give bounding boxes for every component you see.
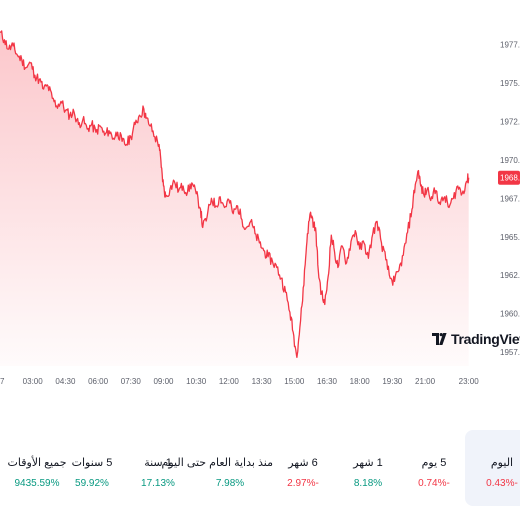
performance-period-label: 1 شهر — [353, 457, 383, 469]
performance-change-value: 2.97%- — [287, 478, 319, 489]
performance-tab[interactable]: 5 سنوات 59.92% — [55, 430, 129, 506]
performance-period-label: منذ بداية العام حتى اليوم — [161, 457, 273, 469]
price-area-fill — [0, 30, 469, 367]
performance-tab[interactable]: 6 شهر 2.97%- — [266, 430, 340, 506]
x-tick-label: 15:00 — [284, 377, 305, 386]
x-tick-label: 10:30 — [186, 377, 207, 386]
performance-change-value: 7.98% — [215, 478, 245, 489]
performance-period-label: 1 سنة — [144, 457, 172, 469]
performance-tab[interactable]: 5 يوم 0.74%- — [397, 430, 471, 506]
y-tick-label: 1972.50 — [500, 117, 520, 126]
last-price-badge — [498, 170, 520, 185]
x-tick-label: 21:00 — [415, 377, 436, 386]
performance-period-label: 6 شهر — [288, 457, 318, 469]
y-tick-label: 1970.00 — [500, 156, 520, 165]
performance-change-value: 17.13% — [141, 478, 175, 489]
price-chart[interactable]: 1977.50 1975.00 1972.50 1970.00 1967.50 1965.… — [0, 0, 520, 392]
performance-tab[interactable]: 1 شهر 8.18% — [331, 430, 405, 506]
performance-change-value: 0.74%- — [418, 478, 450, 489]
y-tick-label: 1975.00 — [500, 79, 520, 88]
x-tick-label: 13:30 — [252, 377, 273, 386]
performance-strip: اليوم 0.43%- 5 يوم 0.74%- 1 شهر 8.18% 6 شهر 2.9… — [0, 430, 520, 506]
performance-tab[interactable]: منذ بداية العام حتى اليوم 7.98% — [161, 430, 273, 506]
y-tick-label: 1965.00 — [500, 233, 520, 242]
performance-period-label: جميع الأوقات — [7, 457, 67, 469]
performance-change-value: 9435.59% — [14, 478, 60, 489]
last-price-label: 1968.84 — [500, 174, 520, 183]
x-tick-label: 18:00 — [350, 377, 371, 386]
performance-change-value: 8.18% — [353, 478, 383, 489]
x-tick-label: 09:00 — [153, 377, 174, 386]
performance-change-value: 0.43%- — [486, 478, 518, 489]
x-tick-label: 03:00 — [23, 377, 44, 386]
x-tick-label: 19:30 — [382, 377, 403, 386]
y-tick-label: 1957.50 — [500, 348, 520, 357]
performance-tab[interactable]: جميع الأوقات 9435.59% — [0, 430, 74, 506]
performance-tab[interactable]: 1 سنة 17.13% — [121, 430, 195, 506]
y-tick-label: 1962.50 — [500, 271, 520, 280]
price-line — [0, 30, 470, 359]
x-tick-label: 7 — [0, 377, 5, 386]
performance-change-value: 59.92% — [75, 478, 109, 489]
y-tick-label: 1967.50 — [500, 194, 520, 203]
x-tick-label: 16:30 — [317, 377, 338, 386]
x-tick-label: 12:00 — [219, 377, 240, 386]
x-tick-label: 07:30 — [121, 377, 142, 386]
performance-period-label: 5 يوم — [421, 457, 447, 469]
performance-period-label: اليوم — [490, 457, 514, 469]
tradingview-logo-icon — [432, 333, 447, 345]
x-tick-label: 06:00 — [88, 377, 109, 386]
y-tick-label: 1960.00 — [500, 310, 520, 319]
tradingview-logo[interactable]: TradingView — [432, 331, 520, 347]
tradingview-wordmark: TradingView — [451, 331, 520, 347]
performance-tab[interactable]: اليوم 0.43%- — [465, 430, 520, 506]
x-tick-label: 04:30 — [55, 377, 76, 386]
performance-period-label: 5 سنوات — [71, 457, 113, 469]
y-tick-label: 1977.50 — [500, 40, 520, 49]
x-tick-label: 23:00 — [459, 377, 480, 386]
